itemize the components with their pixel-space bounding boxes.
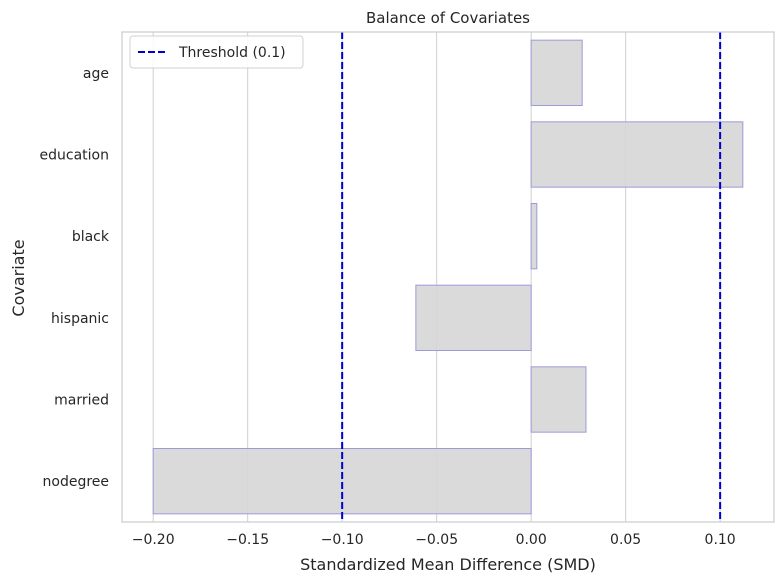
y-tick-label-education: education bbox=[40, 148, 109, 164]
legend: Threshold (0.1) bbox=[129, 35, 304, 69]
bar-education bbox=[530, 121, 744, 188]
y-tick-label-age: age bbox=[83, 66, 109, 82]
x-tick-label-1: −0.15 bbox=[226, 532, 269, 548]
threshold-layer bbox=[341, 32, 722, 522]
y-tick-label-married: married bbox=[54, 393, 109, 409]
x-tick-label-2: −0.10 bbox=[321, 532, 364, 548]
legend-box bbox=[129, 35, 304, 69]
bar-hispanic bbox=[415, 284, 532, 351]
x-tick-label-0: −0.20 bbox=[132, 532, 175, 548]
x-tick-label-4: 0.00 bbox=[516, 532, 547, 548]
tick-layer: −0.20 −0.15 −0.10 −0.05 0.00 0.05 0.10 age educa… bbox=[40, 66, 736, 548]
bar-age bbox=[530, 39, 583, 107]
bar-layer bbox=[152, 39, 744, 515]
x-tick-label-3: −0.05 bbox=[415, 532, 458, 548]
x-axis-label: Standardized Mean Difference (SMD) bbox=[300, 555, 596, 574]
axes-frame bbox=[121, 31, 775, 523]
bar-black bbox=[530, 203, 538, 270]
bar-married bbox=[530, 366, 587, 433]
y-tick-label-hispanic: hispanic bbox=[51, 311, 109, 327]
y-axis-label: Covariate bbox=[9, 239, 28, 316]
y-tick-label-nodegree: nodegree bbox=[43, 474, 110, 490]
x-tick-label-5: 0.05 bbox=[610, 532, 641, 548]
x-tick-label-6: 0.10 bbox=[705, 532, 736, 548]
y-tick-label-black: black bbox=[72, 229, 110, 245]
chart-title: Balance of Covariates bbox=[366, 9, 530, 27]
legend-threshold-label: Threshold (0.1) bbox=[178, 45, 286, 61]
